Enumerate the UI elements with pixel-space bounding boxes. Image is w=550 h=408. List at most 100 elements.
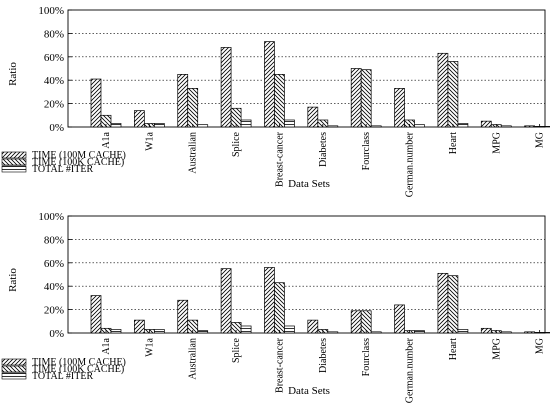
bar: [480, 120, 492, 128]
x-axis-title: Data Sets: [288, 385, 330, 397]
category-label: German.number: [405, 131, 416, 197]
category-label: W1a: [144, 337, 155, 356]
category-label: Australian: [188, 132, 199, 174]
category-label: Diabetes: [318, 132, 329, 167]
category-label: Australian: [188, 338, 199, 380]
bar: [187, 88, 199, 128]
category-label: Fourclass: [361, 338, 372, 376]
legend-swatch: [1, 372, 27, 380]
category-label: Heart: [448, 132, 459, 154]
category-label: Heart: [448, 338, 459, 360]
bar: [197, 124, 209, 128]
y-tick-label: 80%: [44, 28, 64, 40]
legend-label: TIME (100M CACHE): [32, 150, 126, 161]
bar: [197, 330, 209, 334]
bar: [274, 73, 285, 128]
bar: [524, 331, 535, 334]
bar: [327, 331, 339, 334]
bar: [500, 125, 512, 128]
bar: [447, 61, 459, 128]
y-axis-title: Ratio: [7, 268, 19, 292]
bar: [350, 68, 362, 128]
category-label: Splice: [231, 337, 242, 363]
y-tick-label: 60%: [44, 258, 64, 270]
category-label: MG: [535, 132, 546, 148]
category-label: MPG: [491, 132, 502, 154]
legend-label: TIME (100M CACHE): [32, 357, 126, 368]
y-tick-label: 40%: [44, 281, 64, 293]
x-axis-title: Data Sets: [288, 178, 330, 190]
category-label: MPG: [491, 338, 502, 360]
legend-label: TIME (100K CACHE): [32, 157, 124, 168]
bar: [154, 329, 165, 334]
bar: [447, 275, 459, 334]
bar: [240, 325, 252, 334]
y-tick-label: 20%: [44, 305, 64, 317]
y-tick-label: 80%: [44, 234, 64, 246]
bar: [154, 123, 165, 128]
plot-frame: [67, 9, 546, 128]
bar: [457, 329, 469, 334]
bar: [220, 268, 232, 334]
bar: [414, 124, 425, 128]
bar: [480, 327, 492, 334]
category-label: A1a: [101, 131, 112, 148]
legend-swatch: [1, 158, 27, 166]
bar: [90, 78, 102, 128]
legend-swatch: [1, 358, 27, 366]
legend-label: TOTAL #ITER: [32, 164, 93, 175]
legend-swatch: [1, 165, 27, 173]
category-label: MG: [535, 338, 546, 354]
category-label: Breast-cancer: [274, 131, 285, 187]
legend-swatch: [1, 151, 27, 159]
bar: [274, 282, 285, 334]
legend-label: TIME (100K CACHE): [32, 364, 124, 375]
bar: [134, 319, 145, 334]
y-tick-label: 100%: [38, 5, 64, 17]
bar: [500, 331, 512, 334]
category-label: Breast-cancer: [274, 337, 285, 393]
bar: [110, 123, 122, 128]
bar: [370, 331, 382, 334]
plot-frame: [67, 215, 546, 334]
bar: [394, 304, 405, 334]
legend-label: TOTAL #ITER: [32, 371, 93, 382]
legend-swatch: [1, 365, 27, 373]
bar: [110, 329, 122, 334]
bar: [544, 126, 550, 128]
chart-bottom: 0% 20% 40% 60% 80% 100% Ratio A1a W1a Australian S…: [1, 211, 550, 403]
bar: [544, 332, 550, 334]
bar: [437, 272, 449, 334]
bar: [394, 88, 405, 128]
bar: [264, 41, 275, 128]
bar: [414, 330, 425, 334]
category-label: German.number: [405, 337, 416, 403]
y-tick-label: 60%: [44, 52, 64, 64]
bar: [350, 310, 362, 334]
y-tick-label: 100%: [38, 211, 64, 223]
bar: [327, 125, 339, 128]
bar: [240, 119, 252, 128]
bar: [134, 110, 145, 128]
category-label: W1a: [144, 131, 155, 150]
y-axis-title: Ratio: [7, 62, 19, 86]
bar: [360, 310, 372, 334]
bar: [177, 73, 189, 128]
bar: [264, 267, 275, 334]
chart-top: 0% 20% 40% 60% 80% 100% Ratio A1a W1a Australian S…: [1, 5, 550, 197]
bar: [220, 47, 232, 128]
y-tick-label: 20%: [44, 99, 64, 111]
y-tick-label: 0%: [49, 328, 64, 340]
y-tick-label: 0%: [49, 122, 64, 134]
y-tick-label: 40%: [44, 75, 64, 87]
bar: [177, 299, 189, 334]
bar: [307, 319, 319, 334]
bar: [524, 125, 535, 128]
bar: [370, 125, 382, 128]
bar: [90, 295, 102, 334]
bar: [307, 106, 319, 128]
bar: [360, 69, 372, 128]
bar: [457, 123, 469, 128]
category-label: Diabetes: [318, 338, 329, 373]
